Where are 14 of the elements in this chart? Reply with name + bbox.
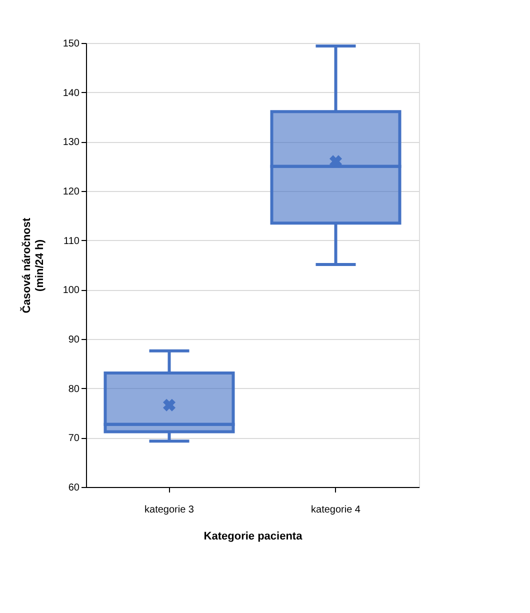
y-tick-label: 150: [62, 38, 80, 50]
y-tick-label: 60: [68, 482, 80, 494]
y-tick-label: 100: [62, 285, 80, 296]
y-tick-label: 110: [64, 236, 80, 247]
x-tick-label: kategorie 4: [311, 504, 361, 516]
y-tick-label: 130: [62, 137, 80, 148]
y-axis-title: Časová náročnost (min/24 h): [20, 217, 46, 314]
x-tick-label: kategorie 3: [144, 504, 194, 516]
y-tick-label: 140: [62, 88, 80, 99]
y-tick-label: 70: [68, 433, 80, 444]
y-tick-label: 80: [68, 384, 80, 395]
y-tick-label: 120: [62, 186, 80, 198]
y-tick-label: 90: [68, 334, 80, 346]
x-axis-title: Kategorie pacienta: [204, 530, 304, 542]
